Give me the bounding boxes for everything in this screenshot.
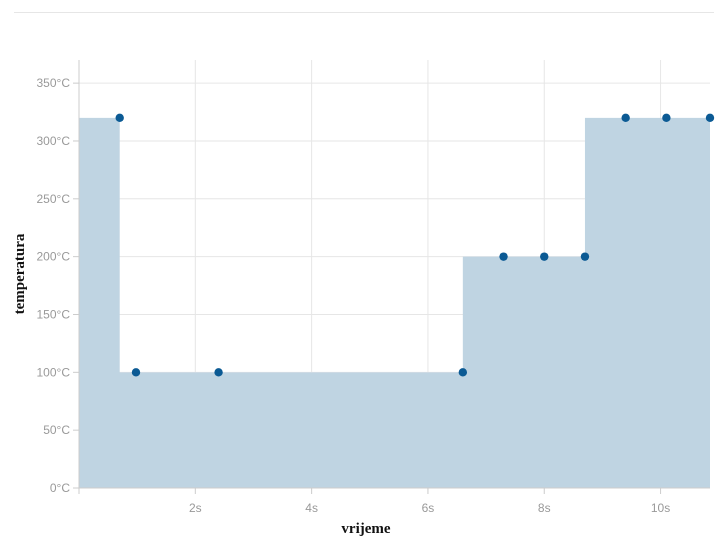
y-tick-label: 350°C	[37, 76, 71, 90]
y-tick-label: 250°C	[37, 192, 71, 206]
x-tick-label: 2s	[189, 501, 202, 515]
data-point	[705, 113, 715, 123]
x-tick-label: 10s	[651, 501, 670, 515]
data-point	[621, 113, 630, 123]
y-tick-label: 300°C	[37, 134, 71, 148]
data-point	[662, 113, 671, 123]
y-tick-label: 0°C	[50, 481, 70, 495]
x-tick-label: 4s	[305, 501, 318, 515]
y-tick-label: 50°C	[43, 423, 70, 437]
area-series	[79, 117, 710, 489]
data-point	[131, 368, 141, 377]
y-tick-label: 150°C	[37, 307, 71, 321]
x-axis-title: vrijeme	[341, 521, 390, 536]
step-area	[79, 117, 710, 489]
top-divider	[14, 12, 714, 13]
data-point	[580, 252, 590, 261]
axes	[73, 60, 710, 494]
y-tick-label: 200°C	[37, 250, 71, 264]
tick-labels: 0°C 50°C 100°C 150°C 200°C 250°C 300°C 350°C 2s 4…	[37, 76, 671, 515]
data-point	[115, 113, 124, 123]
data-points	[115, 113, 715, 377]
data-point	[214, 368, 223, 377]
data-point	[540, 252, 549, 261]
x-tick-label: 8s	[538, 501, 551, 515]
data-point	[458, 368, 468, 377]
data-point	[499, 252, 508, 261]
y-tick-label: 100°C	[37, 365, 71, 379]
x-tick-label: 6s	[422, 501, 435, 515]
y-axis-title: temperatura	[12, 233, 28, 314]
